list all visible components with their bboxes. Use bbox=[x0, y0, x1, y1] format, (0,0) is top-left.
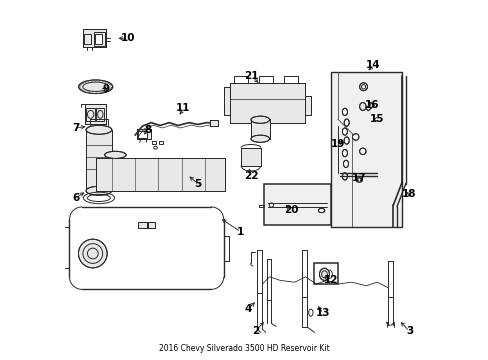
Bar bbox=[96, 108, 104, 121]
Ellipse shape bbox=[78, 239, 107, 268]
Ellipse shape bbox=[342, 173, 346, 180]
Text: 18: 18 bbox=[402, 189, 416, 199]
Text: 2016 Chevy Silverado 3500 HD Reservoir Kit: 2016 Chevy Silverado 3500 HD Reservoir K… bbox=[159, 344, 329, 353]
Text: 10: 10 bbox=[121, 33, 135, 43]
Bar bbox=[330, 72, 402, 226]
Text: 20: 20 bbox=[284, 206, 298, 216]
Ellipse shape bbox=[250, 116, 269, 123]
Bar bbox=[137, 222, 146, 228]
Bar bbox=[230, 83, 305, 123]
Ellipse shape bbox=[79, 80, 112, 94]
Text: 22: 22 bbox=[244, 171, 258, 181]
Ellipse shape bbox=[352, 134, 358, 140]
Bar bbox=[250, 119, 269, 139]
Bar bbox=[86, 130, 112, 191]
Ellipse shape bbox=[342, 108, 346, 116]
Bar bbox=[250, 119, 269, 139]
Text: 5: 5 bbox=[194, 179, 201, 189]
Bar bbox=[148, 222, 155, 228]
Ellipse shape bbox=[342, 128, 346, 135]
Bar bbox=[284, 76, 298, 83]
Text: 16: 16 bbox=[364, 100, 378, 110]
Bar bbox=[137, 222, 146, 228]
Ellipse shape bbox=[359, 103, 366, 111]
Bar bbox=[148, 222, 155, 228]
Bar bbox=[138, 131, 147, 138]
Bar bbox=[137, 129, 150, 139]
Bar bbox=[96, 158, 224, 191]
Bar bbox=[233, 76, 247, 83]
Text: 6: 6 bbox=[72, 193, 80, 203]
Ellipse shape bbox=[86, 125, 112, 134]
Bar bbox=[210, 120, 218, 126]
Polygon shape bbox=[365, 103, 373, 111]
Ellipse shape bbox=[104, 151, 126, 158]
Text: 17: 17 bbox=[351, 173, 366, 183]
Text: 15: 15 bbox=[369, 114, 384, 124]
Ellipse shape bbox=[86, 186, 112, 195]
Bar bbox=[210, 120, 218, 126]
Text: 8: 8 bbox=[144, 125, 151, 135]
Text: 12: 12 bbox=[323, 275, 337, 285]
Bar bbox=[86, 108, 95, 121]
Bar bbox=[83, 30, 106, 47]
Text: 2: 2 bbox=[251, 326, 258, 336]
Bar bbox=[305, 96, 310, 116]
Text: 21: 21 bbox=[244, 71, 258, 81]
Bar bbox=[96, 158, 224, 191]
Bar bbox=[137, 129, 150, 139]
Text: 7: 7 bbox=[72, 123, 80, 133]
Bar bbox=[241, 148, 260, 166]
Text: 19: 19 bbox=[330, 139, 344, 149]
Text: 4: 4 bbox=[244, 304, 251, 314]
Text: 1: 1 bbox=[237, 227, 244, 237]
Ellipse shape bbox=[359, 148, 366, 154]
Ellipse shape bbox=[319, 268, 329, 280]
Ellipse shape bbox=[359, 83, 367, 91]
Ellipse shape bbox=[250, 135, 269, 142]
Bar bbox=[84, 34, 91, 44]
Ellipse shape bbox=[342, 149, 346, 157]
Text: 13: 13 bbox=[316, 309, 330, 318]
Ellipse shape bbox=[355, 178, 362, 182]
Bar bbox=[305, 96, 310, 116]
Bar bbox=[95, 35, 102, 44]
Bar bbox=[152, 140, 156, 144]
Bar bbox=[85, 104, 106, 125]
Bar bbox=[314, 263, 337, 284]
Polygon shape bbox=[223, 87, 230, 116]
Text: 14: 14 bbox=[366, 60, 380, 70]
Bar bbox=[330, 72, 402, 226]
Bar bbox=[264, 184, 330, 225]
Bar bbox=[258, 76, 273, 83]
Bar bbox=[241, 148, 260, 166]
Bar bbox=[230, 83, 305, 123]
Ellipse shape bbox=[343, 160, 348, 167]
Text: 11: 11 bbox=[176, 103, 190, 113]
Bar bbox=[86, 130, 112, 191]
Ellipse shape bbox=[344, 137, 348, 144]
Text: 3: 3 bbox=[405, 326, 412, 336]
Bar bbox=[85, 104, 106, 125]
Ellipse shape bbox=[318, 208, 324, 213]
Bar bbox=[159, 140, 163, 144]
Bar bbox=[83, 30, 106, 47]
Bar bbox=[94, 32, 104, 45]
Ellipse shape bbox=[344, 119, 348, 126]
Text: 9: 9 bbox=[102, 84, 110, 94]
